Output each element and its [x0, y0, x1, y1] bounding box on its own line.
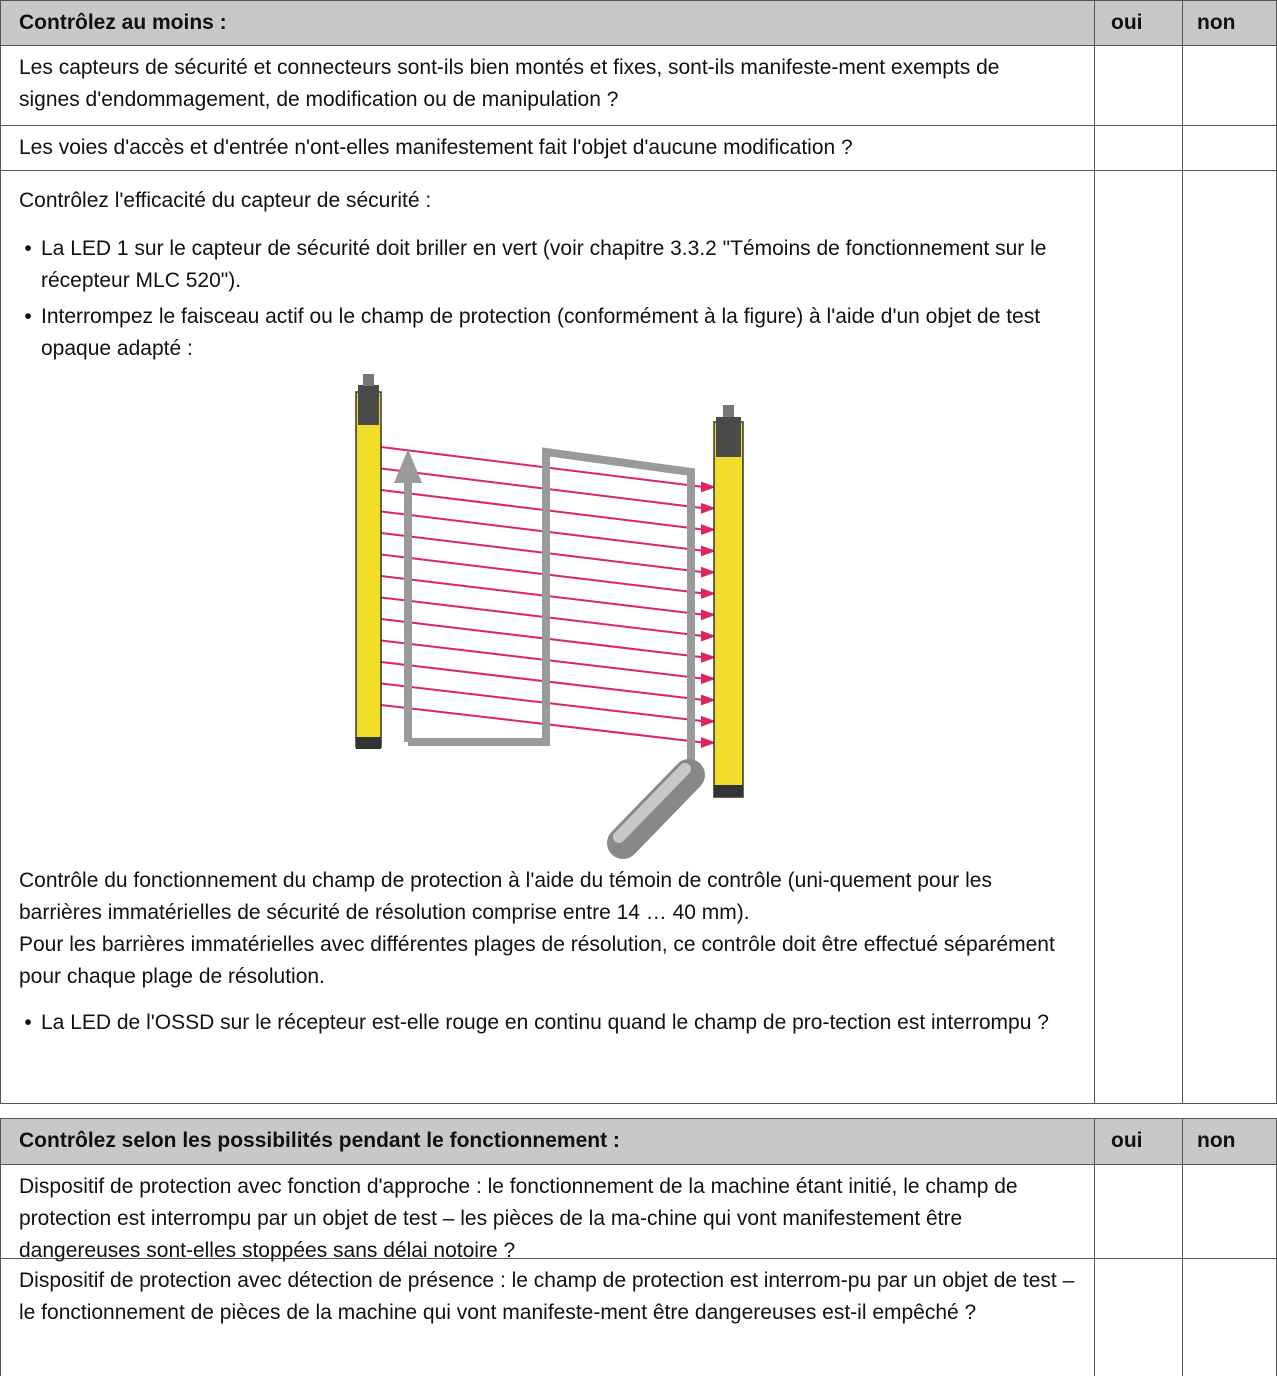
text: Contrôle du fonctionnement du champ de p… [19, 869, 992, 924]
illustration [355, 374, 744, 859]
header-cell: Contrôlez selon les possibilités pendant… [1, 1119, 1095, 1164]
text: Les capteurs de sécurité et connecteurs … [19, 56, 1000, 111]
beam-arrow [701, 673, 716, 685]
beam-arrow [701, 588, 716, 599]
header-row: Contrôlez selon les possibilités pendant… [1, 1119, 1276, 1165]
beam-arrow [701, 651, 716, 663]
bullet: • La LED 1 sur le capteur de sécurité doi… [19, 233, 1076, 297]
header-cell: Contrôlez au moins : [1, 1, 1095, 45]
row: Les capteurs de sécurité et connecteurs … [1, 46, 1276, 126]
header-cell: oui [1095, 1119, 1183, 1164]
row: Les voies d'accès et d'entrée n'ont-elle… [1, 126, 1276, 171]
text: Contrôlez l'efficacité du capteur de séc… [19, 189, 432, 212]
beam-arrow [701, 502, 716, 514]
text: La LED 1 sur le capteur de sécurité doit… [41, 237, 1047, 292]
text: Pour les barrières immatérielles avec di… [19, 933, 1055, 988]
row: Dispositif de protection avec détection … [1, 1259, 1276, 1376]
header-cell: oui [1095, 1, 1183, 45]
header-cell: non [1197, 1129, 1236, 1152]
beam-arrow [701, 694, 716, 706]
table: Contrôlez selon les possibilités pendant… [0, 1118, 1277, 1376]
beam-arrow [701, 609, 716, 621]
beam-arrow [701, 481, 716, 493]
table: Contrôlez au moins : oui non Les capteur… [0, 0, 1277, 1104]
beam-arrow [701, 566, 716, 578]
header-cell: non [1197, 11, 1236, 34]
row: Contrôlez l'efficacité du capteur de séc… [1, 171, 1276, 1104]
beam-arrow [701, 630, 716, 642]
bullet: • La LED de l'OSSD sur le récepteur est-e… [19, 1007, 1076, 1039]
bullet: • Interrompez le faisceau actif ou le cha… [19, 301, 1076, 365]
cell: Dispositif de protection avec fonction d… [1, 1165, 1095, 1262]
beam-arrow [701, 545, 716, 557]
beam-arrow [701, 737, 716, 749]
cell: Dispositif de protection avec détection … [1, 1259, 1095, 1376]
beam-arrow [701, 524, 716, 536]
cell: Contrôlez l'efficacité du capteur de séc… [1, 171, 1095, 1103]
cell: Les voies d'accès et d'entrée n'ont-elle… [1, 126, 1095, 170]
cell: Les capteurs de sécurité et connecteurs … [1, 46, 1095, 125]
beam-arrow [701, 715, 716, 727]
text: La LED de l'OSSD sur le récepteur est-el… [41, 1011, 1049, 1034]
row: Dispositif de protection avec fonction d… [1, 1165, 1276, 1262]
header-row: Contrôlez au moins : oui non [1, 1, 1276, 46]
text: Interrompez le faisceau actif ou le cham… [41, 305, 1041, 360]
